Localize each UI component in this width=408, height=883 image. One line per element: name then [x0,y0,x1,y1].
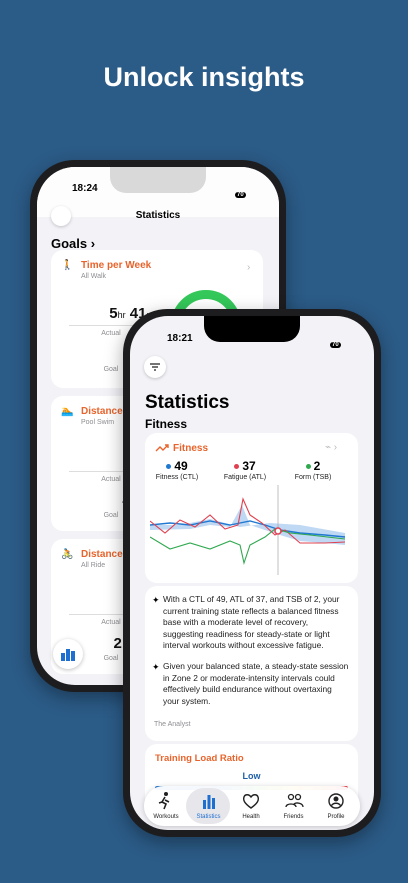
card-title: Training Load Ratio [155,753,244,764]
section-title[interactable]: Goals › [51,236,96,251]
notch [204,316,300,342]
chevron: › [247,262,251,273]
tab-label[interactable]: Profile [327,814,345,820]
tab-icon[interactable] [198,791,220,811]
status-time: 18:24 [72,183,98,194]
stats-icon [61,649,75,661]
metric-dot [166,464,172,470]
tab-glyph [284,793,304,808]
metric-number: 49 [174,459,188,473]
tab-glyph [328,793,344,809]
sparkle: ✦ [152,595,160,605]
filter-button[interactable] [144,356,166,378]
goal-activity: All Walk [81,273,107,280]
metric-number: 2 [313,459,321,473]
battery-level: 70 [235,192,246,198]
metric-value: 2 [283,459,343,473]
insight-text: Given your balanced state, a steady-stat… [163,661,349,706]
goal-title: Time per Week [81,260,152,271]
goal-label: Goal [103,366,119,373]
tab-label[interactable]: Workouts [153,814,179,820]
metric-dot [305,464,311,470]
sparkle: ✦ [152,662,160,672]
atl-line [150,497,346,544]
goal-title: Distance [81,406,123,417]
cursor-dot [274,527,282,535]
headline: Unlock insights [103,62,305,92]
goal-activity: All Ride [81,562,106,569]
goal-title: Distance [81,549,123,560]
filter-button[interactable] [51,206,71,226]
metric-label: Form (TSB) [294,474,332,481]
metric-dot [234,464,240,470]
actual-number: 5 [109,305,118,322]
goal-label: Goal [103,655,119,662]
card-title: Fitness [173,443,209,454]
page-title: Statistics [145,392,230,413]
stats-fab[interactable] [53,639,83,669]
tab-bar: Workouts Statistics Health Friends Profile [144,786,360,826]
chevron: ⌁ › [325,442,338,453]
metric-number: 37 [242,459,256,473]
actual-label: Actual [101,330,121,337]
trend-icon [155,444,169,452]
tab-icon[interactable] [325,791,347,811]
section-title: Fitness [145,417,188,431]
filter-icon [150,363,160,371]
tab-icon[interactable] [155,791,177,811]
insight-text: With a CTL of 49, ATL of 37, and TSB of … [163,594,340,650]
metric-value: 37 [215,459,275,473]
goal-icon: 🚶 [61,260,74,271]
tsb-line [150,528,346,566]
ratio-status: Low [242,771,261,781]
front-screen: 18:21 70 Statistics Fitness Fitness ⌁ › … [130,316,374,830]
tab-icon[interactable] [283,791,305,811]
metric-label: Fatigue (ATL) [223,474,267,481]
front-phone: 18:21 70 Statistics Fitness Fitness ⌁ › … [123,309,381,837]
tab-label[interactable]: Friends [283,814,304,820]
status-time: 18:21 [167,333,193,344]
metric-label: Fitness (CTL) [155,474,199,481]
section-label: Goals [51,236,88,251]
divider [69,325,179,326]
nav-title: Statistics [135,210,181,221]
ctl-line [150,520,346,538]
actual-label: Actual [101,619,121,626]
fitness-chart [150,485,346,575]
actual-unit: hr [117,310,126,320]
author: The Analyst [154,721,191,728]
goal-icon: 🚴 [61,549,74,560]
tab-glyph [158,792,170,810]
tab-label[interactable]: Health [242,814,260,820]
tab-label[interactable]: Statistics [196,814,221,820]
tab-icon[interactable] [240,791,262,811]
goal-label: Goal [103,512,119,519]
battery: 70 [235,183,246,201]
tab-glyph [202,795,215,809]
insight-card: ✦ With a CTL of 49, ATL of 37, and TSB o… [145,586,358,741]
tab-glyph [242,794,260,809]
goal-activity: Pool Swim [81,419,115,426]
metric-value: 49 [147,459,207,473]
goal-icon: 🏊 [61,406,74,417]
fitness-card[interactable]: Fitness ⌁ › 49 Fitness (CTL) 37 Fatigue (AT… [145,433,358,583]
actual-label: Actual [101,476,121,483]
battery-level: 70 [330,342,341,348]
ctl-band [150,505,345,545]
battery: 70 [330,333,341,351]
